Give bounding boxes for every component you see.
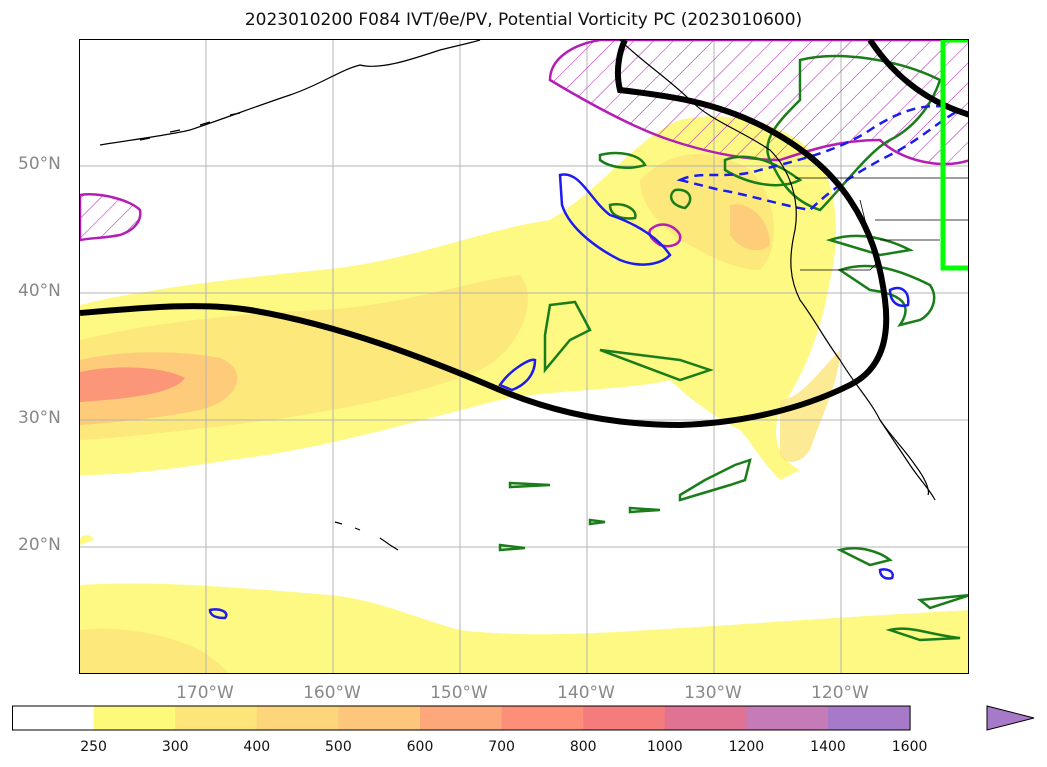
lat-label-40n: 40°N	[18, 281, 61, 301]
pv-contour-small	[648, 223, 682, 248]
pv-blue-contours	[208, 104, 964, 620]
colorbar-tick-label: 300	[161, 739, 189, 755]
colorbar-tick-label: 500	[325, 739, 352, 755]
ivt-south-core	[80, 628, 229, 673]
lat-label-20n: 20°N	[18, 535, 61, 555]
colorbar-segment	[664, 706, 747, 730]
map-title: 2023010200 F084 IVT/θe/PV, Potential Vor…	[244, 10, 803, 30]
us-borders	[795, 177, 968, 271]
pv-blue-solid-3	[888, 286, 910, 307]
colorbar-tick-label: 800	[569, 739, 597, 755]
colorbar-tick-label: 1400	[810, 739, 846, 755]
ivt-band-max	[80, 367, 185, 402]
theta-green-contours	[498, 54, 968, 642]
jet-contour	[80, 40, 968, 429]
lon-label-150w: 150°W	[430, 683, 488, 703]
lon-label-130w: 130°W	[684, 683, 742, 703]
colorbar-tick-label: 1000	[646, 739, 683, 755]
lon-label-140w: 140°W	[557, 683, 615, 703]
ivt-nw-core	[730, 204, 770, 251]
colorbar-segment	[420, 706, 503, 730]
colorbar-segments	[12, 705, 911, 731]
colorbar-tick-label: 1600	[891, 739, 928, 755]
colorbar-segment	[93, 706, 176, 730]
colorbar-tick-label: 1200	[728, 739, 765, 755]
aleutians	[139, 112, 241, 141]
pv-magenta-contours	[80, 40, 968, 248]
colorbar-segment	[256, 706, 339, 730]
highlight-box	[940, 40, 968, 271]
lat-label-30n: 30°N	[18, 408, 61, 428]
colorbar-tick-label: 400	[243, 739, 271, 755]
colorbar	[12, 705, 1035, 731]
pv-contour-west	[80, 193, 142, 242]
pv-blue-solid-5	[208, 608, 228, 620]
coastlines	[99, 40, 968, 551]
colorbar-segment	[501, 706, 584, 730]
colorbar-tick-label: 700	[488, 739, 515, 755]
colorbar-segment	[828, 706, 911, 730]
colorbar-segment	[175, 706, 258, 730]
lon-label-160w: 160°W	[303, 683, 361, 703]
pv-blue-solid-2	[498, 358, 537, 392]
ivt-coastal-strip	[780, 350, 840, 462]
map-panel	[79, 39, 969, 674]
colorbar-segment	[338, 706, 421, 730]
lat-label-50n: 50°N	[18, 154, 61, 174]
map-canvas	[80, 40, 968, 673]
colorbar-segment	[746, 706, 829, 730]
colorbar-tick-label: 600	[406, 739, 434, 755]
hawaii	[334, 521, 399, 551]
lon-label-170w: 170°W	[176, 683, 234, 703]
lon-label-120w: 120°W	[811, 683, 869, 703]
pv-blue-dashed	[676, 104, 964, 212]
na-west-coast	[619, 40, 936, 501]
colorbar-segment	[583, 706, 666, 730]
baja	[879, 419, 930, 496]
ivt-south	[80, 583, 968, 673]
ivt-shading	[80, 116, 968, 673]
pv-blue-solid-4	[878, 568, 894, 580]
pv-contour-north	[548, 40, 968, 166]
colorbar-tick-label: 250	[80, 739, 107, 755]
ivt-west-patch	[80, 535, 94, 545]
colorbar-frame	[12, 705, 911, 731]
alaska-coast	[99, 40, 481, 146]
colorbar-extend-arrow	[986, 705, 1035, 731]
colorbar-segment	[12, 706, 95, 730]
pv-blue-solid-1	[558, 173, 672, 266]
